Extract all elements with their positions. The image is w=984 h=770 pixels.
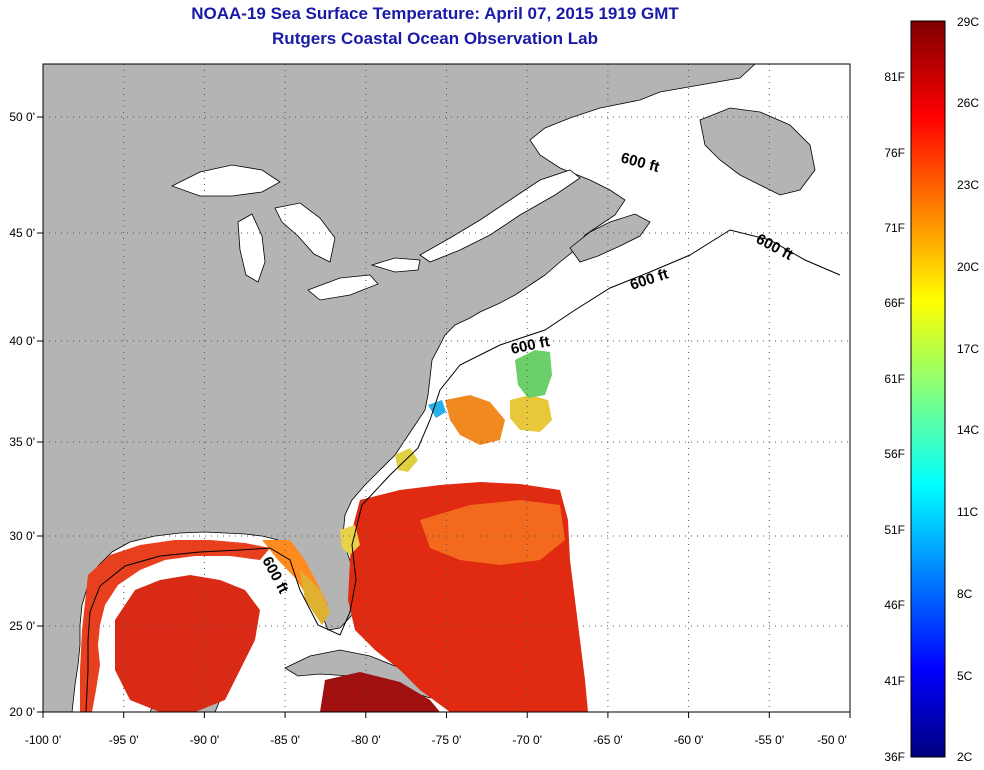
lat-tick-label: 30 0': [9, 529, 35, 543]
sst-gulfstream-orange: [445, 395, 505, 445]
lon-tick-label: -95 0': [109, 733, 139, 747]
600ft-contour-line: [269, 229, 841, 636]
lon-tick-label: -90 0': [190, 733, 220, 747]
celsius-label: 17C: [957, 342, 979, 356]
lat-tick-label: 40 0': [9, 334, 35, 348]
sst-shelf-cyan: [428, 400, 446, 418]
lon-tick-label: -100 0': [25, 733, 61, 747]
lon-tick-label: -85 0': [270, 733, 300, 747]
nova-scotia-land: [569, 213, 651, 263]
celsius-label: 8C: [957, 587, 973, 601]
celsius-label: 29C: [957, 15, 979, 29]
sst-data-layer: [80, 350, 588, 712]
fahrenheit-label: 41F: [884, 674, 905, 688]
longitude-labels: -100 0' -95 0' -90 0' -85 0' -80 0' -75 …: [25, 733, 847, 747]
temperature-colorbar: [910, 20, 946, 758]
lon-tick-label: -75 0': [432, 733, 462, 747]
fahrenheit-label: 61F: [884, 372, 905, 386]
fahrenheit-label: 56F: [884, 447, 905, 461]
lat-tick-label: 25 0': [9, 619, 35, 633]
lon-tick-label: -55 0': [754, 733, 784, 747]
map-subtitle: Rutgers Coastal Ocean Observation Lab: [272, 29, 598, 48]
fahrenheit-label: 81F: [884, 70, 905, 84]
lon-tick-label: -80 0': [351, 733, 381, 747]
sst-florida-shelf: [300, 570, 330, 625]
fahrenheit-label: 51F: [884, 523, 905, 537]
fahrenheit-label: 36F: [884, 750, 905, 764]
sst-gulf-coast-band: [80, 540, 270, 712]
map-title: NOAA-19 Sea Surface Temperature: April 0…: [191, 4, 679, 23]
lon-tick-label: -70 0': [512, 733, 542, 747]
colorbar-fahrenheit-labels: 81F 76F 71F 66F 61F 56F 51F 46F 41F 36F: [884, 70, 905, 764]
lat-tick-label: 35 0': [9, 435, 35, 449]
celsius-label: 2C: [957, 750, 973, 764]
celsius-label: 23C: [957, 178, 979, 192]
fahrenheit-label: 76F: [884, 146, 905, 160]
colorbar-celsius-labels: 29C 26C 23C 20C 17C 14C 11C 8C 5C 2C: [957, 15, 979, 764]
sst-gulf-central: [115, 575, 260, 712]
lat-tick-label: 50 0': [9, 110, 35, 124]
lon-tick-label: -65 0': [593, 733, 623, 747]
fahrenheit-label: 46F: [884, 598, 905, 612]
celsius-label: 26C: [957, 96, 979, 110]
lat-tick-label: 45 0': [9, 226, 35, 240]
lat-tick-label: 20 0': [9, 705, 35, 719]
600ft-contour-gulf: [85, 547, 271, 712]
celsius-label: 11C: [957, 505, 978, 519]
fahrenheit-label: 71F: [884, 221, 905, 235]
map-grid: [43, 64, 850, 712]
sst-atlantic-orange: [420, 500, 565, 565]
sst-caribbean: [320, 672, 440, 712]
latitude-labels: 20 0' 25 0' 30 0' 35 0' 40 0' 45 0' 50 0…: [9, 110, 35, 719]
sst-shelf-green: [515, 350, 552, 398]
lon-tick-label: -50 0': [817, 733, 847, 747]
great-lakes: [170, 164, 581, 301]
celsius-label: 5C: [957, 669, 973, 683]
fahrenheit-label: 66F: [884, 296, 905, 310]
celsius-label: 14C: [957, 423, 979, 437]
celsius-label: 20C: [957, 260, 979, 274]
newfoundland-land: [699, 107, 816, 196]
sst-gulfstream-yellow: [510, 395, 552, 432]
axis-ticks: [37, 116, 851, 718]
lon-tick-label: -60 0': [674, 733, 704, 747]
